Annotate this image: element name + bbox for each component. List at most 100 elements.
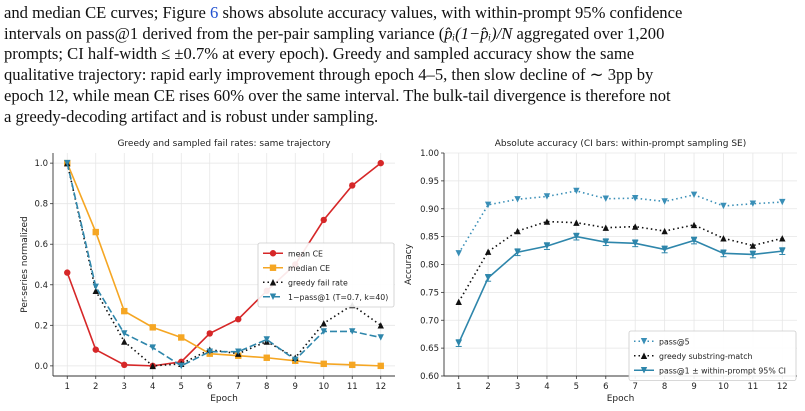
data-point <box>690 221 698 229</box>
x-tick-label: 1 <box>65 382 70 392</box>
y-tick-label: 0.2 <box>34 321 48 331</box>
data-point <box>573 233 580 240</box>
data-point <box>263 354 270 361</box>
series-line <box>458 190 783 254</box>
x-axis-label: Epoch <box>210 394 238 404</box>
legend-label: pass@1 ± within-prompt 95% CI <box>659 366 786 375</box>
data-point <box>632 240 639 247</box>
legend-marker <box>640 367 648 374</box>
data-point <box>377 322 384 329</box>
y-tick-label: 0.0 <box>34 362 48 372</box>
figure-reference-link[interactable]: 6 <box>210 3 219 22</box>
x-tick-label: 7 <box>236 382 241 392</box>
legend-label: 1−pass@1 (T=0.7, k=40) <box>288 293 388 302</box>
chart-title: Greedy and sampled fail rates: same traj… <box>117 139 331 149</box>
x-tick-label: 5 <box>179 382 184 392</box>
data-point <box>455 250 462 257</box>
x-tick-label: 9 <box>293 382 298 392</box>
x-tick-label: 12 <box>777 382 788 392</box>
data-point <box>484 274 492 282</box>
x-tick-label: 5 <box>574 382 579 392</box>
legend-marker <box>269 293 277 300</box>
data-point <box>92 346 99 353</box>
x-tick-label: 4 <box>544 382 549 392</box>
data-point <box>543 242 551 250</box>
y-tick-label: 0.85 <box>420 233 439 243</box>
data-point <box>320 320 327 327</box>
data-point <box>455 339 462 347</box>
legend-marker <box>269 250 277 257</box>
data-point <box>64 269 71 276</box>
x-tick-label: 4 <box>150 382 155 392</box>
y-axis-label: Accuracy <box>404 243 414 285</box>
body-paragraph: and median CE curves; Figure 6 shows abs… <box>4 3 801 127</box>
data-point <box>514 227 521 235</box>
paragraph-line-2: intervals on pass@1 derived from the per… <box>4 24 801 45</box>
data-point <box>178 334 185 341</box>
y-tick-label: 0.65 <box>420 344 439 354</box>
series-line <box>66 162 381 367</box>
text-span: shows absolute accuracy values, with wit… <box>218 3 683 22</box>
data-point <box>661 227 668 235</box>
legend-marker <box>269 264 277 271</box>
y-tick-label: 0.6 <box>34 240 48 250</box>
x-tick-label: 10 <box>718 382 729 392</box>
data-point <box>455 298 462 306</box>
data-point <box>573 219 580 226</box>
data-point <box>720 250 727 257</box>
data-point <box>377 362 384 370</box>
series-line <box>457 235 783 344</box>
data-point <box>263 336 270 343</box>
data-point <box>92 287 99 295</box>
y-tick-label: 0.90 <box>420 205 439 215</box>
data-point <box>779 247 786 255</box>
x-tick-label: 3 <box>515 382 520 392</box>
data-point <box>602 195 609 202</box>
data-point <box>292 356 299 363</box>
series-greedy-substring-match <box>455 218 786 306</box>
data-point <box>720 235 727 242</box>
data-point <box>206 330 213 337</box>
data-point <box>206 348 213 355</box>
x-tick-label: 6 <box>603 382 608 392</box>
chart-title: Absolute accuracy (CI bars: within-promp… <box>495 139 747 149</box>
text-span: intervals on pass@1 derived from the per… <box>4 23 445 43</box>
legend-box <box>628 330 797 381</box>
data-point <box>779 235 786 242</box>
data-point <box>121 330 128 337</box>
data-point <box>121 361 128 369</box>
data-point <box>749 242 757 249</box>
paragraph-line-5: epoch 12, while mean CE rises 60% over t… <box>4 85 671 105</box>
y-tick-label: 0.75 <box>420 288 439 298</box>
data-point <box>149 362 156 370</box>
data-point <box>632 194 639 202</box>
data-point <box>320 328 327 335</box>
data-point <box>178 362 185 370</box>
y-tick-label: 0.80 <box>420 261 439 271</box>
paragraph-line-4: qualitative trajectory: rapid early impr… <box>4 65 654 85</box>
legend-label: mean CE <box>288 249 323 258</box>
series-line <box>458 220 783 303</box>
paragraph-line-1: and median CE curves; Figure 6 shows abs… <box>4 3 801 24</box>
data-point <box>484 201 492 209</box>
data-point <box>632 223 639 230</box>
data-point <box>720 202 727 210</box>
data-point <box>690 191 698 199</box>
x-tick-label: 7 <box>632 382 637 392</box>
y-tick-label: 1.00 <box>420 149 439 159</box>
x-tick-label: 3 <box>122 382 127 392</box>
x-tick-label: 1 <box>456 382 461 392</box>
x-tick-label: 6 <box>207 382 212 392</box>
data-point <box>92 283 99 290</box>
data-point <box>602 239 609 246</box>
paragraph-line-6: a greedy-decoding artifact and is robust… <box>4 106 379 126</box>
legend-label: greedy fail rate <box>288 278 348 287</box>
x-tick-label: 8 <box>264 382 269 392</box>
x-tick-label: 8 <box>662 382 667 392</box>
data-point <box>235 348 242 355</box>
data-point <box>543 193 551 200</box>
y-tick-label: 0.95 <box>420 177 439 187</box>
data-point <box>749 251 757 258</box>
x-tick-label: 2 <box>485 382 490 392</box>
